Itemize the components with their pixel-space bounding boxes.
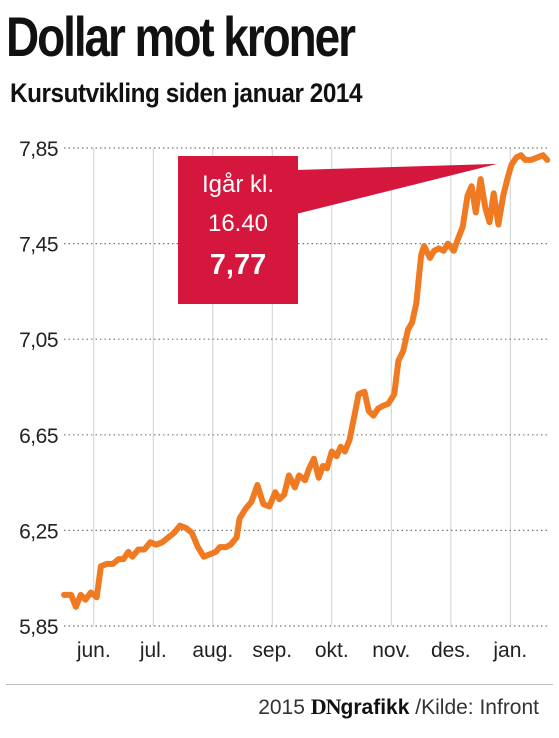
y-tick-label: 6,25 <box>19 520 58 543</box>
x-tick-label: jun. <box>76 639 111 662</box>
value-callout: Igår kl. 16.40 7,77 <box>178 156 498 304</box>
y-tick-label: 7,85 <box>19 138 58 161</box>
footer-source: /Kilde: Infront <box>415 696 539 719</box>
callout-time: 16.40 <box>208 210 268 237</box>
line-chart: 5,85 6,25 6,65 7,05 7,45 7,85 jun. jul. aug. sep… <box>19 138 551 662</box>
x-tick-label: sep. <box>252 639 292 662</box>
footer-year: 2015 <box>258 696 305 719</box>
dn-logo: DN <box>310 694 342 719</box>
callout-box <box>178 156 298 304</box>
y-tick-label: 6,65 <box>19 425 58 448</box>
x-axis: jun. jul. aug. sep. okt. nov. des. jan. <box>76 639 527 662</box>
chart-subtitle: Kursutvikling siden januar 2014 <box>10 78 363 108</box>
x-tick-label: jan. <box>492 639 527 662</box>
y-axis: 5,85 6,25 6,65 7,05 7,45 7,85 <box>19 138 58 639</box>
x-tick-label: jul. <box>139 639 167 662</box>
x-tick-label: aug. <box>192 639 233 662</box>
callout-value: 7,77 <box>210 249 266 281</box>
x-tick-label: des. <box>431 639 471 662</box>
series-line <box>61 152 551 610</box>
callout-line1: Igår kl. <box>202 171 274 198</box>
data-series <box>61 152 551 610</box>
x-tick-label: nov. <box>372 639 410 662</box>
y-tick-label: 7,05 <box>19 329 58 352</box>
y-tick-label: 5,85 <box>19 616 58 639</box>
chart-title: Dollar mot kroner <box>6 5 356 68</box>
footer-divider <box>6 684 553 685</box>
y-tick-label: 7,45 <box>19 234 58 257</box>
footer-brand-suffix: grafikk <box>340 696 410 719</box>
x-tick-label: okt. <box>315 639 349 662</box>
footer-credit: 2015 DNgrafikk /Kilde: Infront <box>258 694 539 720</box>
